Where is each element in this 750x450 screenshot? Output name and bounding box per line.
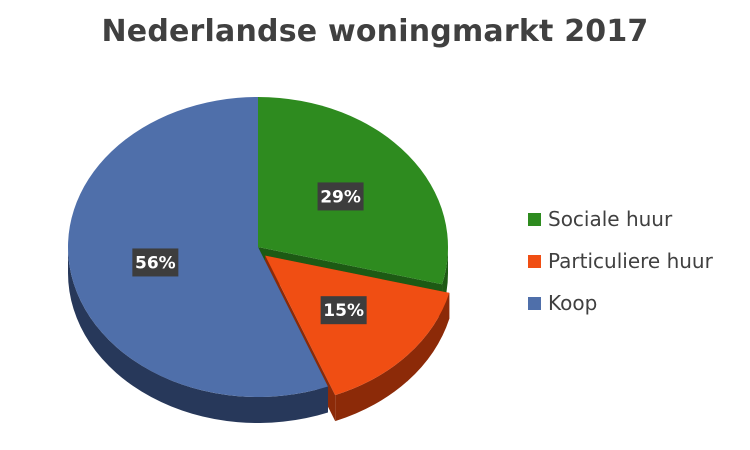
data-label-koop: 56% xyxy=(132,248,179,277)
legend-swatch xyxy=(528,254,541,268)
legend-item-sociale-huur: Sociale huur xyxy=(528,198,713,240)
data-label-text: 29% xyxy=(320,187,361,207)
chart-title: Nederlandse woningmarkt 2017 xyxy=(101,14,649,49)
slice-side-koop xyxy=(68,247,328,423)
legend-label: Koop xyxy=(548,291,598,315)
legend-item-koop: Koop xyxy=(528,282,713,324)
legend-label: Particuliere huur xyxy=(548,249,713,273)
legend-swatch xyxy=(528,296,541,310)
data-label-box xyxy=(132,248,179,277)
data-label-box xyxy=(317,182,364,211)
legend: Sociale huur Particuliere huur Koop xyxy=(528,198,713,324)
legend-swatch xyxy=(528,212,541,226)
pie-labels: 29% 15% 56% xyxy=(132,182,367,325)
slice-particuliere-huur xyxy=(265,255,450,396)
slice-side-particuliere-huur xyxy=(335,292,450,422)
data-label-text: 15% xyxy=(323,301,364,321)
data-label-text: 56% xyxy=(135,253,176,273)
legend-label: Sociale huur xyxy=(548,207,673,231)
pie-tops xyxy=(68,97,450,397)
data-label-sociale-huur: 29% xyxy=(317,182,364,211)
legend-item-particuliere-huur: Particuliere huur xyxy=(528,240,713,282)
data-label-box xyxy=(320,296,367,325)
data-label-particuliere-huur: 15% xyxy=(320,296,367,325)
slice-koop xyxy=(68,97,328,397)
